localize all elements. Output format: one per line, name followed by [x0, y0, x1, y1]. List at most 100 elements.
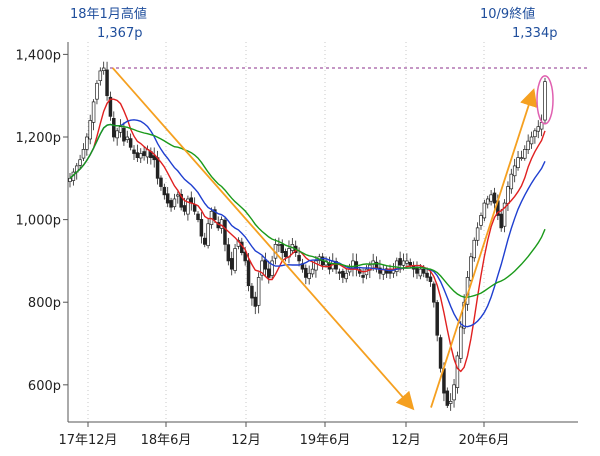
moving-averages — [69, 98, 546, 373]
candle-body — [536, 126, 541, 132]
candle-body — [543, 81, 547, 121]
candle-body — [125, 136, 130, 140]
candle-body — [270, 260, 274, 276]
candle-body — [118, 126, 123, 133]
candle-body — [101, 67, 106, 71]
candle-body — [68, 177, 72, 182]
x-tick-label: 18年6月 — [141, 433, 192, 448]
candle-body — [438, 337, 443, 369]
candle-body — [88, 120, 92, 140]
candle-body — [283, 251, 288, 258]
candle-body — [182, 205, 187, 212]
y-axis-ticks: 1,400p 1,200p 1,000p 800p 600p — [16, 48, 68, 394]
candle-body — [219, 219, 224, 229]
candle-body — [526, 140, 530, 151]
candle-body — [499, 213, 503, 229]
y-tick-label: 1,200p — [16, 131, 61, 146]
annotation-high-label: 18年1月高値 — [70, 6, 147, 22]
candle-body — [425, 272, 429, 278]
candle-body — [280, 244, 284, 254]
annotation-high-value: 1,367p — [97, 26, 142, 41]
candle-body — [138, 153, 143, 159]
candle-body — [398, 258, 402, 266]
candle-body — [112, 118, 116, 138]
x-tick-label: 12月 — [391, 433, 421, 448]
trend-arrow — [112, 67, 415, 411]
candle-body — [523, 149, 527, 159]
candle-body — [229, 258, 234, 270]
last-close-highlight — [536, 75, 554, 125]
candle-body — [502, 202, 507, 227]
candle-body — [192, 204, 197, 212]
candle-body — [159, 177, 163, 187]
candle-body — [361, 275, 365, 278]
annotation-close-label: 10/9終値 — [480, 6, 535, 22]
candle-body — [337, 271, 342, 274]
x-tick-label: 17年12月 — [58, 433, 117, 448]
candle-body — [384, 268, 389, 274]
candle-body — [253, 296, 258, 307]
candle-body — [506, 186, 510, 204]
candle-body — [485, 198, 490, 205]
candle-body — [421, 268, 426, 274]
candle-body — [206, 223, 210, 247]
candle-body — [179, 193, 183, 208]
candle-body — [448, 400, 453, 404]
candle-body — [307, 272, 311, 279]
candle-body — [115, 130, 119, 139]
candle-body — [142, 151, 146, 156]
candle-body — [310, 268, 315, 275]
candle-body — [223, 219, 227, 245]
x-tick-label: 19年6月 — [300, 433, 351, 448]
candle-body — [169, 200, 173, 208]
candle-body — [213, 209, 217, 220]
candle-body — [459, 326, 463, 359]
candle-body — [95, 82, 99, 100]
y-tick-label: 1,400p — [16, 48, 61, 63]
candle-body — [128, 138, 133, 148]
candle-body — [509, 173, 514, 190]
candle-body — [91, 101, 96, 123]
candle-body — [533, 130, 537, 138]
candle-body — [344, 272, 348, 280]
candle-body — [479, 215, 483, 226]
candle-body — [243, 251, 247, 262]
candle-body — [341, 270, 345, 278]
candle-body — [81, 149, 86, 159]
candle-body — [378, 267, 382, 274]
candle-body — [432, 283, 436, 303]
candle-body — [233, 248, 237, 271]
candle-body — [435, 302, 439, 336]
candle-body — [455, 355, 460, 388]
candle-body — [162, 187, 167, 196]
chart-grid — [87, 42, 485, 422]
candle-body — [401, 260, 406, 266]
candle-body — [78, 159, 82, 166]
candle-body — [186, 198, 190, 215]
candle-body — [246, 260, 251, 287]
candle-body — [135, 152, 140, 159]
candle-body — [98, 70, 103, 82]
moving-average-line — [69, 98, 546, 373]
y-tick-label: 800p — [28, 296, 61, 311]
candle-body — [85, 136, 89, 150]
candle-body — [452, 384, 456, 401]
candle-body — [418, 268, 423, 277]
candle-body — [199, 219, 204, 237]
candle-body — [475, 227, 480, 241]
y-tick-label: 600p — [28, 379, 61, 394]
candle-body — [492, 192, 497, 204]
candle-body — [277, 244, 281, 246]
y-tick-label: 1,000p — [16, 214, 61, 229]
trend-arrow — [430, 88, 538, 408]
candle-body — [105, 69, 109, 97]
candle-body — [516, 157, 520, 168]
x-tick-label: 12月 — [231, 433, 261, 448]
candle-body — [122, 127, 126, 142]
candle-body — [314, 260, 318, 271]
candle-body — [428, 276, 433, 282]
candle-body — [196, 213, 200, 220]
x-axis-ticks: 17年12月 18年6月 12月 19年6月 12月 20年6月 — [58, 422, 509, 448]
candlesticks — [68, 61, 547, 411]
